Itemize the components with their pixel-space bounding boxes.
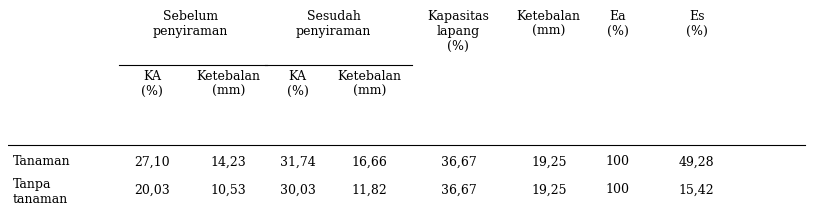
- Text: 11,82: 11,82: [352, 183, 388, 196]
- Text: 16,66: 16,66: [352, 155, 388, 169]
- Text: 36,67: 36,67: [441, 155, 476, 169]
- Text: Ketebalan
(mm): Ketebalan (mm): [196, 70, 261, 98]
- Text: Tanaman: Tanaman: [13, 155, 70, 169]
- Text: Ketebalan
(mm): Ketebalan (mm): [517, 10, 581, 38]
- Text: KA
(%): KA (%): [287, 70, 308, 98]
- Text: Ketebalan
(mm): Ketebalan (mm): [338, 70, 401, 98]
- Text: KA
(%): KA (%): [141, 70, 163, 98]
- Text: Kapasitas
lapang
(%): Kapasitas lapang (%): [427, 10, 489, 53]
- Text: 100: 100: [606, 183, 629, 196]
- Text: Tanpa: Tanpa: [13, 178, 51, 192]
- Text: Sesudah
penyiraman: Sesudah penyiraman: [296, 10, 371, 38]
- Text: Ea
(%): Ea (%): [607, 10, 628, 38]
- Text: 27,10: 27,10: [134, 155, 170, 169]
- Text: Sebelum
penyiraman: Sebelum penyiraman: [153, 10, 229, 38]
- Text: 100: 100: [606, 155, 629, 169]
- Text: 30,03: 30,03: [280, 183, 315, 196]
- Text: 36,67: 36,67: [441, 183, 476, 196]
- Text: 20,03: 20,03: [134, 183, 170, 196]
- Text: 19,25: 19,25: [531, 183, 566, 196]
- Text: 31,74: 31,74: [280, 155, 315, 169]
- Text: tanaman: tanaman: [13, 193, 68, 204]
- Text: 49,28: 49,28: [679, 155, 714, 169]
- Text: 15,42: 15,42: [679, 183, 714, 196]
- Text: 10,53: 10,53: [210, 183, 246, 196]
- Text: Es
(%): Es (%): [685, 10, 707, 38]
- Text: 14,23: 14,23: [210, 155, 246, 169]
- Text: 19,25: 19,25: [531, 155, 566, 169]
